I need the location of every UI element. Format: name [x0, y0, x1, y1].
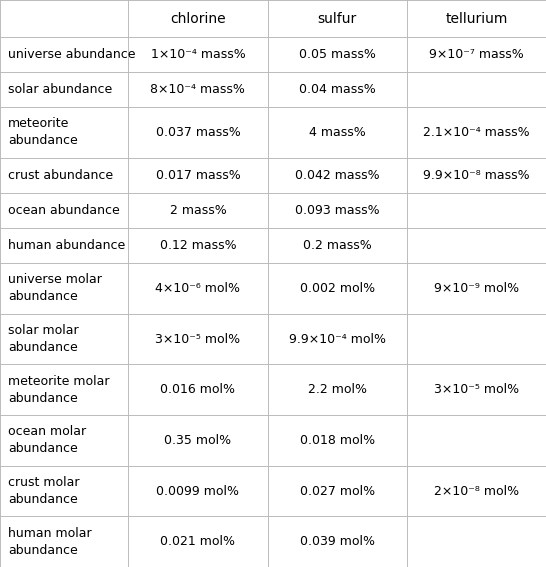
Text: universe molar
abundance: universe molar abundance — [8, 273, 102, 303]
Text: human molar
abundance: human molar abundance — [8, 527, 92, 557]
Text: 0.027 mol%: 0.027 mol% — [300, 485, 375, 497]
Text: 9.9×10⁻⁴ mol%: 9.9×10⁻⁴ mol% — [289, 332, 385, 345]
Text: 3×10⁻⁵ mol%: 3×10⁻⁵ mol% — [156, 332, 240, 345]
Text: 0.037 mass%: 0.037 mass% — [156, 126, 240, 139]
Text: 2.1×10⁻⁴ mass%: 2.1×10⁻⁴ mass% — [423, 126, 530, 139]
Text: meteorite molar
abundance: meteorite molar abundance — [8, 375, 110, 405]
Text: 1×10⁻⁴ mass%: 1×10⁻⁴ mass% — [151, 48, 245, 61]
Text: 0.2 mass%: 0.2 mass% — [303, 239, 371, 252]
Text: universe abundance: universe abundance — [8, 48, 135, 61]
Text: 8×10⁻⁴ mass%: 8×10⁻⁴ mass% — [151, 83, 245, 96]
Text: 2 mass%: 2 mass% — [170, 204, 226, 217]
Text: 4×10⁻⁶ mol%: 4×10⁻⁶ mol% — [156, 282, 240, 295]
Text: 0.016 mol%: 0.016 mol% — [161, 383, 235, 396]
Text: 4 mass%: 4 mass% — [309, 126, 365, 139]
Text: 0.093 mass%: 0.093 mass% — [295, 204, 379, 217]
Text: 0.04 mass%: 0.04 mass% — [299, 83, 376, 96]
Text: solar abundance: solar abundance — [8, 83, 112, 96]
Text: 0.35 mol%: 0.35 mol% — [164, 434, 232, 447]
Text: ocean molar
abundance: ocean molar abundance — [8, 425, 86, 455]
Text: 2.2 mol%: 2.2 mol% — [307, 383, 367, 396]
Text: chlorine: chlorine — [170, 11, 225, 26]
Text: 0.017 mass%: 0.017 mass% — [156, 169, 240, 182]
Text: 0.042 mass%: 0.042 mass% — [295, 169, 379, 182]
Text: 0.002 mol%: 0.002 mol% — [300, 282, 375, 295]
Text: ocean abundance: ocean abundance — [8, 204, 120, 217]
Text: tellurium: tellurium — [445, 11, 508, 26]
Text: 0.021 mol%: 0.021 mol% — [161, 535, 235, 548]
Text: 9.9×10⁻⁸ mass%: 9.9×10⁻⁸ mass% — [423, 169, 530, 182]
Text: 9×10⁻⁹ mol%: 9×10⁻⁹ mol% — [434, 282, 519, 295]
Text: sulfur: sulfur — [318, 11, 357, 26]
Text: 0.039 mol%: 0.039 mol% — [300, 535, 375, 548]
Text: 9×10⁻⁷ mass%: 9×10⁻⁷ mass% — [429, 48, 524, 61]
Text: solar molar
abundance: solar molar abundance — [8, 324, 79, 354]
Text: 2×10⁻⁸ mol%: 2×10⁻⁸ mol% — [434, 485, 519, 497]
Text: meteorite
abundance: meteorite abundance — [8, 117, 78, 147]
Text: crust molar
abundance: crust molar abundance — [8, 476, 80, 506]
Text: crust abundance: crust abundance — [8, 169, 113, 182]
Text: 3×10⁻⁵ mol%: 3×10⁻⁵ mol% — [434, 383, 519, 396]
Text: 0.12 mass%: 0.12 mass% — [159, 239, 236, 252]
Text: 0.0099 mol%: 0.0099 mol% — [156, 485, 240, 497]
Text: 0.05 mass%: 0.05 mass% — [299, 48, 376, 61]
Text: 0.018 mol%: 0.018 mol% — [300, 434, 375, 447]
Text: human abundance: human abundance — [8, 239, 125, 252]
